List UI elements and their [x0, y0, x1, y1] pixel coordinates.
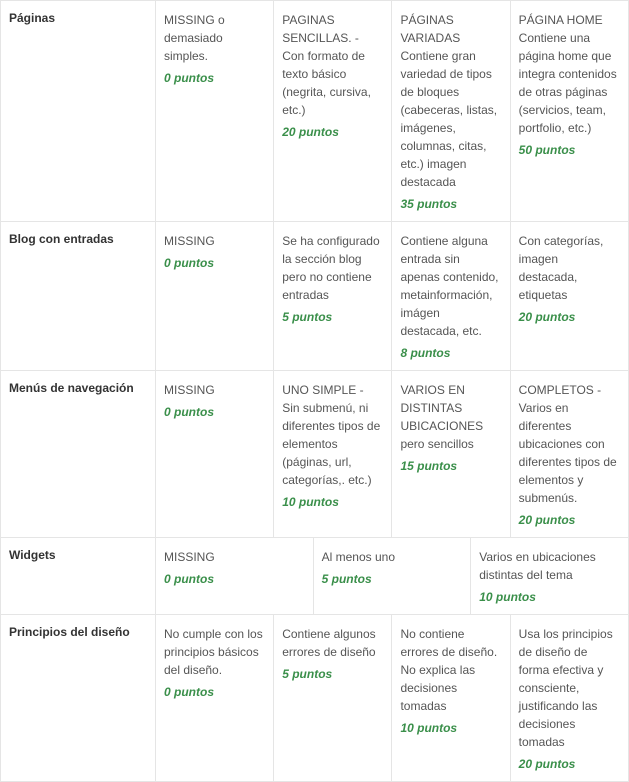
rubric-cell: No contiene errores de diseño. No explic… [392, 615, 510, 782]
cell-description: No contiene errores de diseño. No explic… [400, 627, 497, 713]
rubric-cell: Varios en ubicaciones distintas del tema… [471, 538, 629, 615]
rubric-cell: VARIOS EN DISTINTAS UBICACIONES pero sen… [392, 371, 510, 538]
cell-points: 10 puntos [479, 590, 620, 604]
cell-points: 0 puntos [164, 405, 265, 419]
rubric-table: Páginas MISSING o demasiado simples. 0 p… [0, 0, 629, 782]
table-row: Menús de navegación MISSING 0 puntos UNO… [1, 371, 629, 538]
cell-description: Se ha configurado la sección blog pero n… [282, 234, 379, 302]
cell-description: PÁGINAS VARIADAS Contiene gran variedad … [400, 13, 497, 189]
criterion-label: Páginas [1, 1, 156, 222]
rubric-cell: Contiene alguna entrada sin apenas conte… [392, 222, 510, 371]
criterion-label: Widgets [1, 538, 156, 615]
table-row: Principios del diseño No cumple con los … [1, 615, 629, 782]
cell-description: UNO SIMPLE - Sin submenú, ni diferentes … [282, 383, 380, 487]
cell-description: Contiene alguna entrada sin apenas conte… [400, 234, 498, 338]
rubric-cell: MISSING 0 puntos [156, 538, 314, 615]
rubric-cell: Contiene algunos errores de diseño 5 pun… [274, 615, 392, 782]
cell-description: Varios en ubicaciones distintas del tema [479, 550, 596, 582]
cell-points: 50 puntos [519, 143, 620, 157]
cell-description: COMPLETOS - Varios en diferentes ubicaci… [519, 383, 617, 505]
cell-points: 8 puntos [400, 346, 501, 360]
cell-description: Contiene algunos errores de diseño [282, 627, 375, 659]
table-row: Widgets MISSING 0 puntos Al menos uno 5 … [1, 538, 629, 615]
cell-points: 5 puntos [282, 310, 383, 324]
cell-points: 0 puntos [164, 71, 265, 85]
rubric-cell: No cumple con los principios básicos del… [156, 615, 274, 782]
criterion-label: Principios del diseño [1, 615, 156, 782]
rubric-cell: PÁGINA HOME Contiene una página home que… [510, 1, 628, 222]
cell-description: MISSING [164, 234, 215, 248]
cell-points: 20 puntos [519, 757, 620, 771]
rubric-cell: Con categorías, imagen destacada, etique… [510, 222, 628, 371]
cell-points: 0 puntos [164, 572, 305, 586]
cell-points: 15 puntos [400, 459, 501, 473]
cell-points: 5 puntos [282, 667, 383, 681]
rubric-cell: PAGINAS SENCILLAS. - Con formato de text… [274, 1, 392, 222]
cell-points: 0 puntos [164, 685, 265, 699]
rubric-cell: COMPLETOS - Varios en diferentes ubicaci… [510, 371, 628, 538]
cell-points: 10 puntos [400, 721, 501, 735]
rubric-cell: MISSING 0 puntos [156, 371, 274, 538]
cell-points: 0 puntos [164, 256, 265, 270]
cell-description: Usa los principios de diseño de forma ef… [519, 627, 613, 749]
cell-points: 35 puntos [400, 197, 501, 211]
cell-points: 10 puntos [282, 495, 383, 509]
cell-description: MISSING [164, 550, 215, 564]
rubric-cell: MISSING o demasiado simples. 0 puntos [156, 1, 274, 222]
rubric-cell: MISSING 0 puntos [156, 222, 274, 371]
table-row: Páginas MISSING o demasiado simples. 0 p… [1, 1, 629, 222]
cell-description: PAGINAS SENCILLAS. - Con formato de text… [282, 13, 371, 117]
cell-description: Al menos uno [322, 550, 395, 564]
cell-points: 5 puntos [322, 572, 463, 586]
rubric-cell: PÁGINAS VARIADAS Contiene gran variedad … [392, 1, 510, 222]
rubric-cell: UNO SIMPLE - Sin submenú, ni diferentes … [274, 371, 392, 538]
cell-description: PÁGINA HOME Contiene una página home que… [519, 13, 617, 135]
cell-points: 20 puntos [519, 310, 620, 324]
rubric-cell: Usa los principios de diseño de forma ef… [510, 615, 628, 782]
cell-points: 20 puntos [519, 513, 620, 527]
rubric-cell: Se ha configurado la sección blog pero n… [274, 222, 392, 371]
table-row: Blog con entradas MISSING 0 puntos Se ha… [1, 222, 629, 371]
cell-description: Con categorías, imagen destacada, etique… [519, 234, 604, 302]
cell-description: MISSING o demasiado simples. [164, 13, 225, 63]
criterion-label: Blog con entradas [1, 222, 156, 371]
cell-points: 20 puntos [282, 125, 383, 139]
criterion-label: Menús de navegación [1, 371, 156, 538]
cell-description: No cumple con los principios básicos del… [164, 627, 263, 677]
rubric-cell: Al menos uno 5 puntos [313, 538, 471, 615]
cell-description: VARIOS EN DISTINTAS UBICACIONES pero sen… [400, 383, 483, 451]
cell-description: MISSING [164, 383, 215, 397]
